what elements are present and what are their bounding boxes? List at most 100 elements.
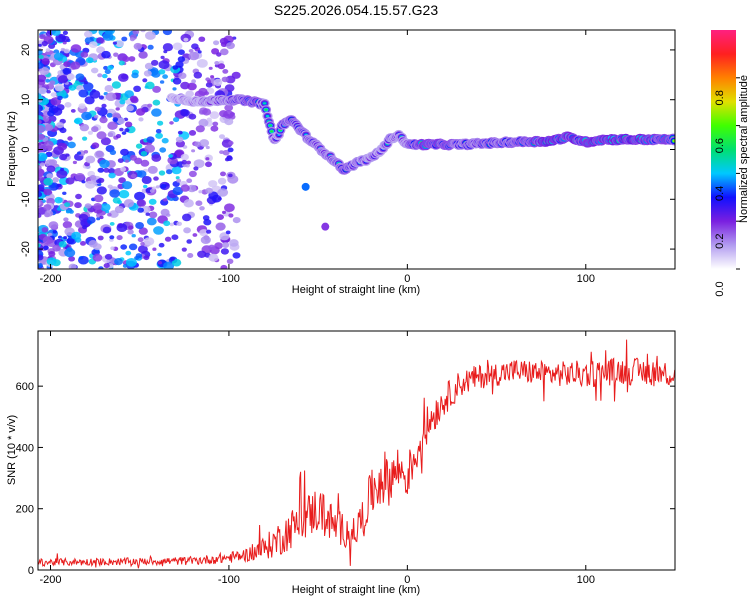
spectrogram-x-label: Height of straight line (km): [292, 284, 420, 296]
noise-blob: [140, 151, 148, 157]
noise-blob: [172, 77, 182, 85]
noise-blob: [106, 77, 112, 82]
noise-blob: [57, 75, 69, 84]
noise-blob: [199, 206, 205, 211]
noise-blob: [137, 245, 148, 254]
noise-blob: [151, 70, 161, 78]
noise-blob: [181, 247, 187, 252]
noise-blob: [193, 166, 199, 171]
noise-blob: [129, 37, 135, 42]
noise-blob: [191, 149, 196, 153]
noise-blob: [142, 78, 148, 83]
noise-blob: [152, 247, 157, 251]
noise-blob: [46, 173, 54, 179]
noise-blob: [146, 217, 157, 226]
noise-blob: [135, 222, 145, 229]
noise-blob: [62, 30, 68, 35]
noise-blob: [104, 253, 113, 260]
noise-blob: [208, 180, 218, 188]
noise-blob: [49, 80, 56, 86]
noise-blob: [220, 248, 229, 255]
noise-blob: [48, 43, 56, 49]
noise-blob: [144, 144, 155, 153]
noise-blob: [45, 78, 50, 83]
noise-blob: [74, 117, 83, 125]
noise-blob: [195, 200, 203, 206]
noise-blob: [43, 204, 52, 211]
x-tick-label: -100: [218, 273, 240, 285]
noise-blob: [72, 160, 77, 165]
noise-blob: [202, 108, 212, 116]
noise-blob: [96, 46, 106, 54]
noise-blob: [118, 177, 126, 184]
noise-blob: [111, 81, 121, 89]
noise-blob: [140, 159, 150, 167]
snr-frame: [37, 330, 676, 571]
noise-blob: [160, 184, 167, 189]
noise-blob: [45, 151, 53, 157]
noise-blob: [96, 131, 107, 140]
noise-blob: [224, 104, 234, 112]
noise-blob: [162, 198, 168, 202]
noise-blob: [89, 90, 101, 99]
colorbar: 0.0 0.2 0.4 0.6 0.8 Normalized spectral ampl…: [711, 30, 750, 297]
noise-blob: [123, 199, 135, 208]
noise-blob: [48, 55, 56, 61]
noise-blob: [64, 248, 76, 258]
noise-blob: [94, 114, 99, 119]
noise-blob: [46, 165, 56, 173]
noise-blob: [107, 65, 114, 71]
ridge-mark: [268, 124, 272, 127]
noise-blob: [62, 221, 73, 229]
noise-blob: [162, 74, 169, 79]
noise-blob: [227, 173, 233, 178]
noise-blob: [210, 125, 219, 132]
noise-blob: [78, 103, 86, 109]
figure-title: S225.2026.054.15.57.G23: [274, 2, 438, 18]
noise-blob: [155, 132, 164, 139]
noise-blob: [38, 144, 47, 153]
noise-blob: [100, 137, 111, 146]
noise-blob: [152, 186, 157, 190]
noise-blob: [57, 142, 68, 151]
noise-blob: [68, 84, 77, 91]
y-tick-label: 0: [28, 565, 34, 577]
noise-blob: [107, 121, 118, 130]
noise-blob: [173, 117, 180, 123]
noise-blob: [122, 264, 128, 268]
noise-blob: [180, 109, 190, 117]
noise-blob: [180, 153, 189, 161]
noise-blob: [60, 167, 65, 172]
noise-blob: [102, 73, 108, 79]
noise-blob: [106, 112, 113, 118]
noise-blob: [193, 71, 202, 79]
noise-blob: [226, 258, 234, 264]
noise-blob: [38, 43, 42, 47]
noise-blob: [206, 117, 212, 122]
noise-blob: [188, 170, 197, 178]
noise-blob: [97, 235, 104, 241]
colorbar-tick-label: 0.2: [714, 234, 726, 249]
x-tick-label: -100: [218, 574, 240, 586]
noise-blob: [152, 85, 162, 93]
noise-blob: [75, 73, 85, 81]
noise-blob: [38, 74, 47, 83]
noise-blob: [58, 241, 67, 248]
noise-blob: [217, 177, 227, 185]
noise-blob: [141, 205, 151, 214]
noise-blob: [107, 132, 114, 137]
noise-blob: [118, 73, 129, 82]
noise-blob: [224, 203, 235, 212]
noise-blob: [68, 209, 74, 214]
noise-blob: [38, 175, 44, 181]
noise-blob: [131, 234, 136, 238]
noise-blob: [89, 41, 98, 48]
noise-blob: [89, 174, 97, 181]
noise-blob: [103, 167, 110, 173]
noise-blob: [217, 197, 222, 201]
noise-blob: [121, 154, 132, 163]
noise-blob: [112, 117, 119, 122]
noise-blob: [38, 119, 42, 125]
noise-blob: [67, 136, 73, 141]
noise-blob: [171, 166, 182, 175]
